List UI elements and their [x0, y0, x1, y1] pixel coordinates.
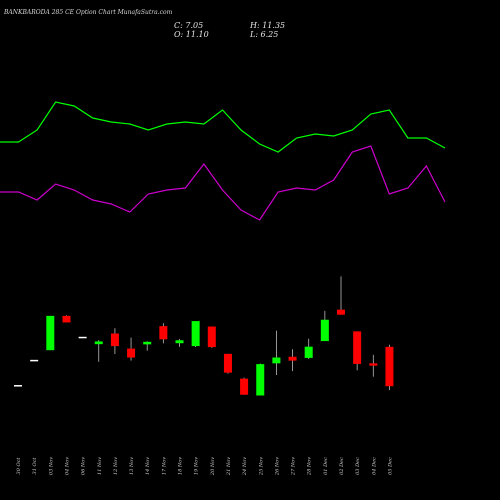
candle-body	[207, 326, 216, 348]
candle-body	[240, 378, 249, 395]
candle-body	[127, 348, 136, 358]
candle-body	[337, 309, 345, 315]
x-tick-label: 25 Nov	[258, 457, 264, 476]
x-tick-label: 24 Nov	[242, 457, 248, 476]
x-tick-label: 27 Nov	[291, 457, 297, 476]
x-tick-label: 31 Oct	[32, 457, 38, 475]
candle-body	[272, 357, 281, 364]
x-tick-label: 02 Dec	[339, 457, 345, 475]
x-tick-label: 12 Nov	[113, 457, 119, 475]
chart-title: BANKBARODA 285 CE Option Chart MunafaSut…	[4, 9, 173, 16]
candle-body	[304, 346, 313, 358]
candle-body	[62, 315, 71, 323]
x-tick-label: 19 Nov	[194, 457, 200, 475]
x-tick-label: 04 Dec	[371, 457, 377, 475]
open-value: O: 11.10	[174, 30, 209, 39]
x-tick-label: 13 Nov	[129, 457, 135, 475]
candle-body	[30, 359, 39, 362]
candle-body	[46, 315, 55, 351]
candle-body	[288, 356, 297, 361]
candle-body	[385, 346, 394, 387]
candle-body	[191, 321, 200, 347]
x-tick-label: 01 Dec	[323, 457, 329, 475]
x-tick-label: 04 Nov	[64, 457, 70, 475]
x-tick-label: 17 Nov	[161, 457, 167, 475]
x-tick-label: 03 Dec	[355, 457, 361, 475]
high-value: H: 11.35	[250, 21, 286, 30]
candle-body	[369, 363, 378, 366]
x-tick-label: 26 Nov	[274, 457, 280, 476]
indicator-line-magenta	[0, 145, 446, 221]
candle-body	[110, 333, 119, 347]
x-tick-label: 03 Nov	[48, 457, 54, 475]
indicator-line-green	[0, 101, 446, 153]
candles-layer	[14, 276, 394, 396]
x-tick-label: 30 Oct	[16, 457, 22, 475]
candle-body	[256, 364, 265, 396]
x-tick-label: 21 Nov	[226, 457, 232, 476]
x-tick-label: 20 Nov	[210, 457, 216, 476]
candle-body	[353, 331, 362, 364]
x-tick-label: 05 Dec	[387, 457, 393, 475]
close-value: C: 7.05	[174, 21, 204, 30]
x-tick-label: 14 Nov	[145, 457, 151, 475]
low-value: L: 6.25	[250, 30, 279, 39]
candle-body	[143, 341, 152, 345]
indicator-layer	[0, 101, 446, 221]
candle-body	[159, 326, 168, 340]
x-axis-labels: 30 Oct 31 Oct 03 Nov 04 Nov 06 Nov 11 Nov 12 N…	[16, 457, 393, 476]
candle-body	[78, 336, 87, 339]
x-tick-label: 06 Nov	[81, 457, 87, 475]
candle-body	[14, 385, 22, 387]
candle-body	[320, 319, 329, 342]
x-tick-label: 11 Nov	[97, 457, 103, 475]
candle-body	[223, 353, 232, 373]
x-tick-label: 18 Nov	[178, 457, 184, 475]
candle-body	[175, 340, 184, 344]
x-tick-label: 28 Nov	[307, 457, 313, 476]
candle-body	[94, 341, 103, 345]
